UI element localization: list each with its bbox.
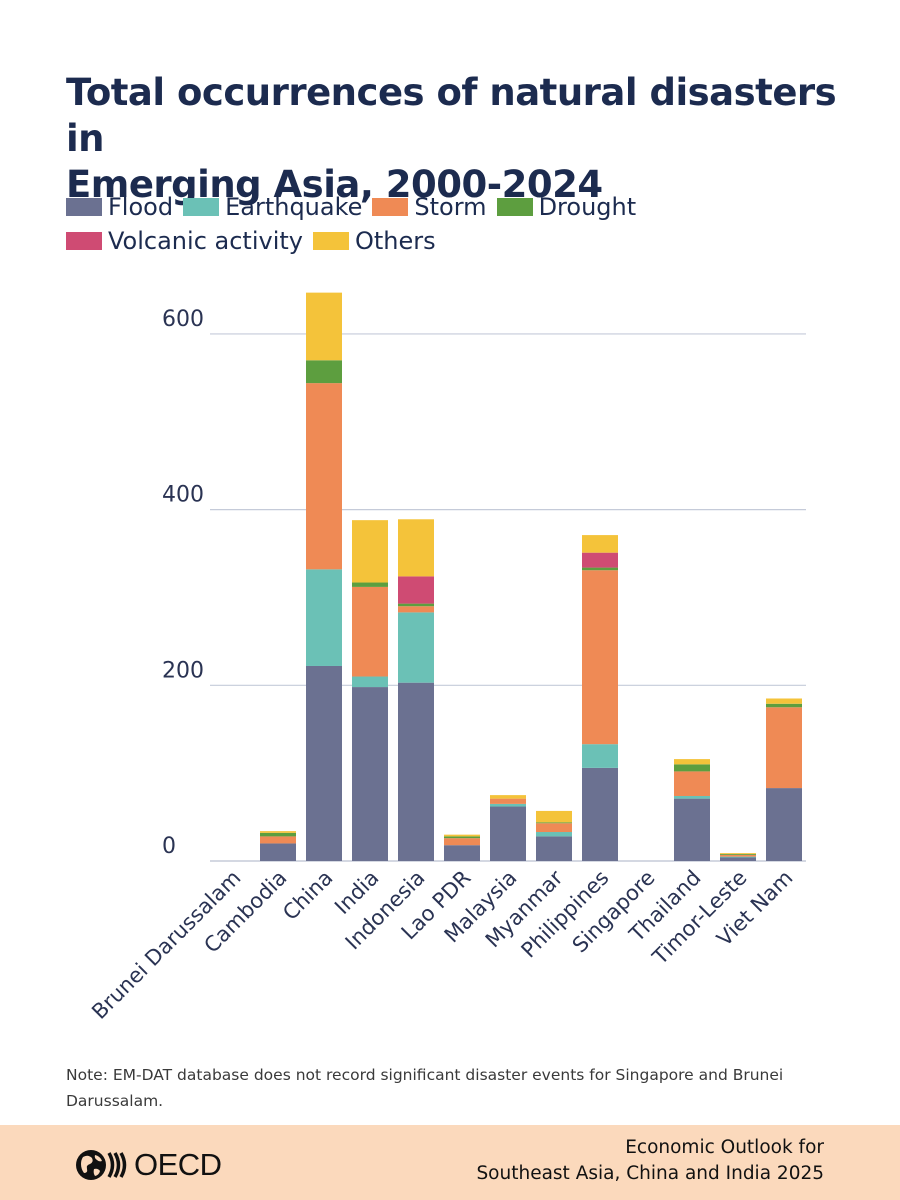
bar-philippines-drought <box>582 567 618 571</box>
bar-myanmar-drought <box>536 822 572 824</box>
publication-title: Economic Outlook for Southeast Asia, Chi… <box>476 1135 824 1187</box>
bar-malaysia-others <box>490 795 526 799</box>
bar-india-flood <box>352 687 388 861</box>
oecd-globe-icon <box>76 1150 127 1180</box>
footer: OECD Economic Outlook for Southeast Asia… <box>0 1125 900 1200</box>
bar-viet-nam-drought <box>766 703 802 708</box>
bar-china-drought <box>306 360 342 384</box>
chart-note: Note: EM-DAT database does not record si… <box>66 1066 784 1110</box>
bar-thailand-flood <box>674 798 710 861</box>
bar-indonesia-others <box>398 519 434 577</box>
legend-label-storm: Storm <box>414 193 487 221</box>
oecd-logo-text: OECD <box>134 1147 222 1182</box>
legend-item-earthquake: Earthquake <box>183 193 362 221</box>
bar-cambodia-storm <box>260 836 296 844</box>
legend-row-2: Volcanic activity Others <box>66 224 666 258</box>
legend-label-volcanic: Volcanic activity <box>108 227 303 255</box>
legend-swatch-others <box>312 232 349 250</box>
publication-line-2: Southeast Asia, China and India 2025 <box>476 1163 824 1184</box>
bar-timor-leste-others <box>720 853 756 854</box>
bar-thailand-earthquake <box>674 795 710 799</box>
bar-timor-leste-storm <box>720 854 756 857</box>
legend-item-drought: Drought <box>496 193 637 221</box>
legend-item-others: Others <box>312 227 436 255</box>
legend-swatch-volcanic <box>66 232 102 250</box>
legend-label-others: Others <box>354 227 436 255</box>
bar-viet-nam-others <box>766 698 802 704</box>
bar-thailand-storm <box>674 771 710 796</box>
bar-lao-pdr-others <box>444 834 480 837</box>
bar-india-storm <box>352 586 388 677</box>
legend-swatch-earthquake <box>183 198 220 216</box>
bar-thailand-drought <box>674 764 710 772</box>
y-tick-label-200: 200 <box>162 658 204 683</box>
bar-china-flood <box>306 665 342 861</box>
legend-swatch-drought <box>496 198 533 216</box>
bar-cambodia-flood <box>260 843 296 861</box>
legend: Flood Earthquake Storm Drought Volcanic … <box>66 190 666 258</box>
bar-timor-leste-drought <box>720 853 756 855</box>
bar-thailand-others <box>674 759 710 765</box>
bar-myanmar-others <box>536 810 572 823</box>
bar-indonesia-drought <box>398 603 434 607</box>
legend-label-drought: Drought <box>538 193 637 221</box>
bar-lao-pdr-flood <box>444 845 480 861</box>
publication-line-1: Economic Outlook for <box>625 1137 824 1158</box>
bar-philippines-storm <box>582 570 618 745</box>
legend-swatch-flood <box>66 198 102 216</box>
bar-india-earthquake <box>352 676 388 688</box>
bar-cambodia-drought <box>260 832 296 837</box>
bar-indonesia-volcanic <box>398 576 434 604</box>
bar-myanmar-earthquake <box>536 832 572 837</box>
bar-viet-nam-flood <box>766 788 802 861</box>
bar-timor-leste-earthquake <box>720 856 756 858</box>
bar-china-storm <box>306 383 342 570</box>
bar-philippines-volcanic <box>582 552 618 568</box>
legend-swatch-storm <box>372 198 409 216</box>
y-tick-label-600: 600 <box>162 307 204 332</box>
bar-malaysia-flood <box>490 806 526 861</box>
legend-label-earthquake: Earthquake <box>225 193 363 221</box>
legend-label-flood: Flood <box>108 193 174 221</box>
legend-item-volcanic: Volcanic activity <box>66 227 303 255</box>
bar-china-earthquake <box>306 569 342 666</box>
y-tick-label-400: 400 <box>162 483 204 508</box>
chart-title: Total occurrences of natural disasters i… <box>66 70 866 208</box>
bar-cambodia-others <box>260 831 296 833</box>
bar-timor-leste-flood <box>720 857 756 861</box>
bar-indonesia-storm <box>398 606 434 613</box>
bar-philippines-earthquake <box>582 744 618 768</box>
bar-viet-nam-storm <box>766 707 802 789</box>
x-tick-label-china: China <box>278 866 337 925</box>
bar-lao-pdr-storm <box>444 838 480 846</box>
bar-china-others <box>306 292 342 361</box>
legend-row-1: Flood Earthquake Storm Drought <box>66 190 666 224</box>
bar-malaysia-storm <box>490 798 526 804</box>
title-line-1: Total occurrences of natural disasters i… <box>66 71 837 160</box>
bar-indonesia-flood <box>398 682 434 861</box>
bar-myanmar-storm <box>536 823 572 833</box>
legend-item-storm: Storm <box>372 193 487 221</box>
bar-indonesia-earthquake <box>398 612 434 683</box>
bar-philippines-flood <box>582 767 618 861</box>
bar-malaysia-earthquake <box>490 803 526 807</box>
bar-lao-pdr-drought <box>444 836 480 839</box>
y-tick-label-0: 0 <box>162 834 176 859</box>
bar-myanmar-flood <box>536 836 572 861</box>
bar-philippines-others <box>582 535 618 553</box>
bar-india-others <box>352 520 388 583</box>
legend-item-flood: Flood <box>66 193 173 221</box>
bar-india-drought <box>352 582 388 587</box>
oecd-logo: OECD <box>74 1145 222 1185</box>
